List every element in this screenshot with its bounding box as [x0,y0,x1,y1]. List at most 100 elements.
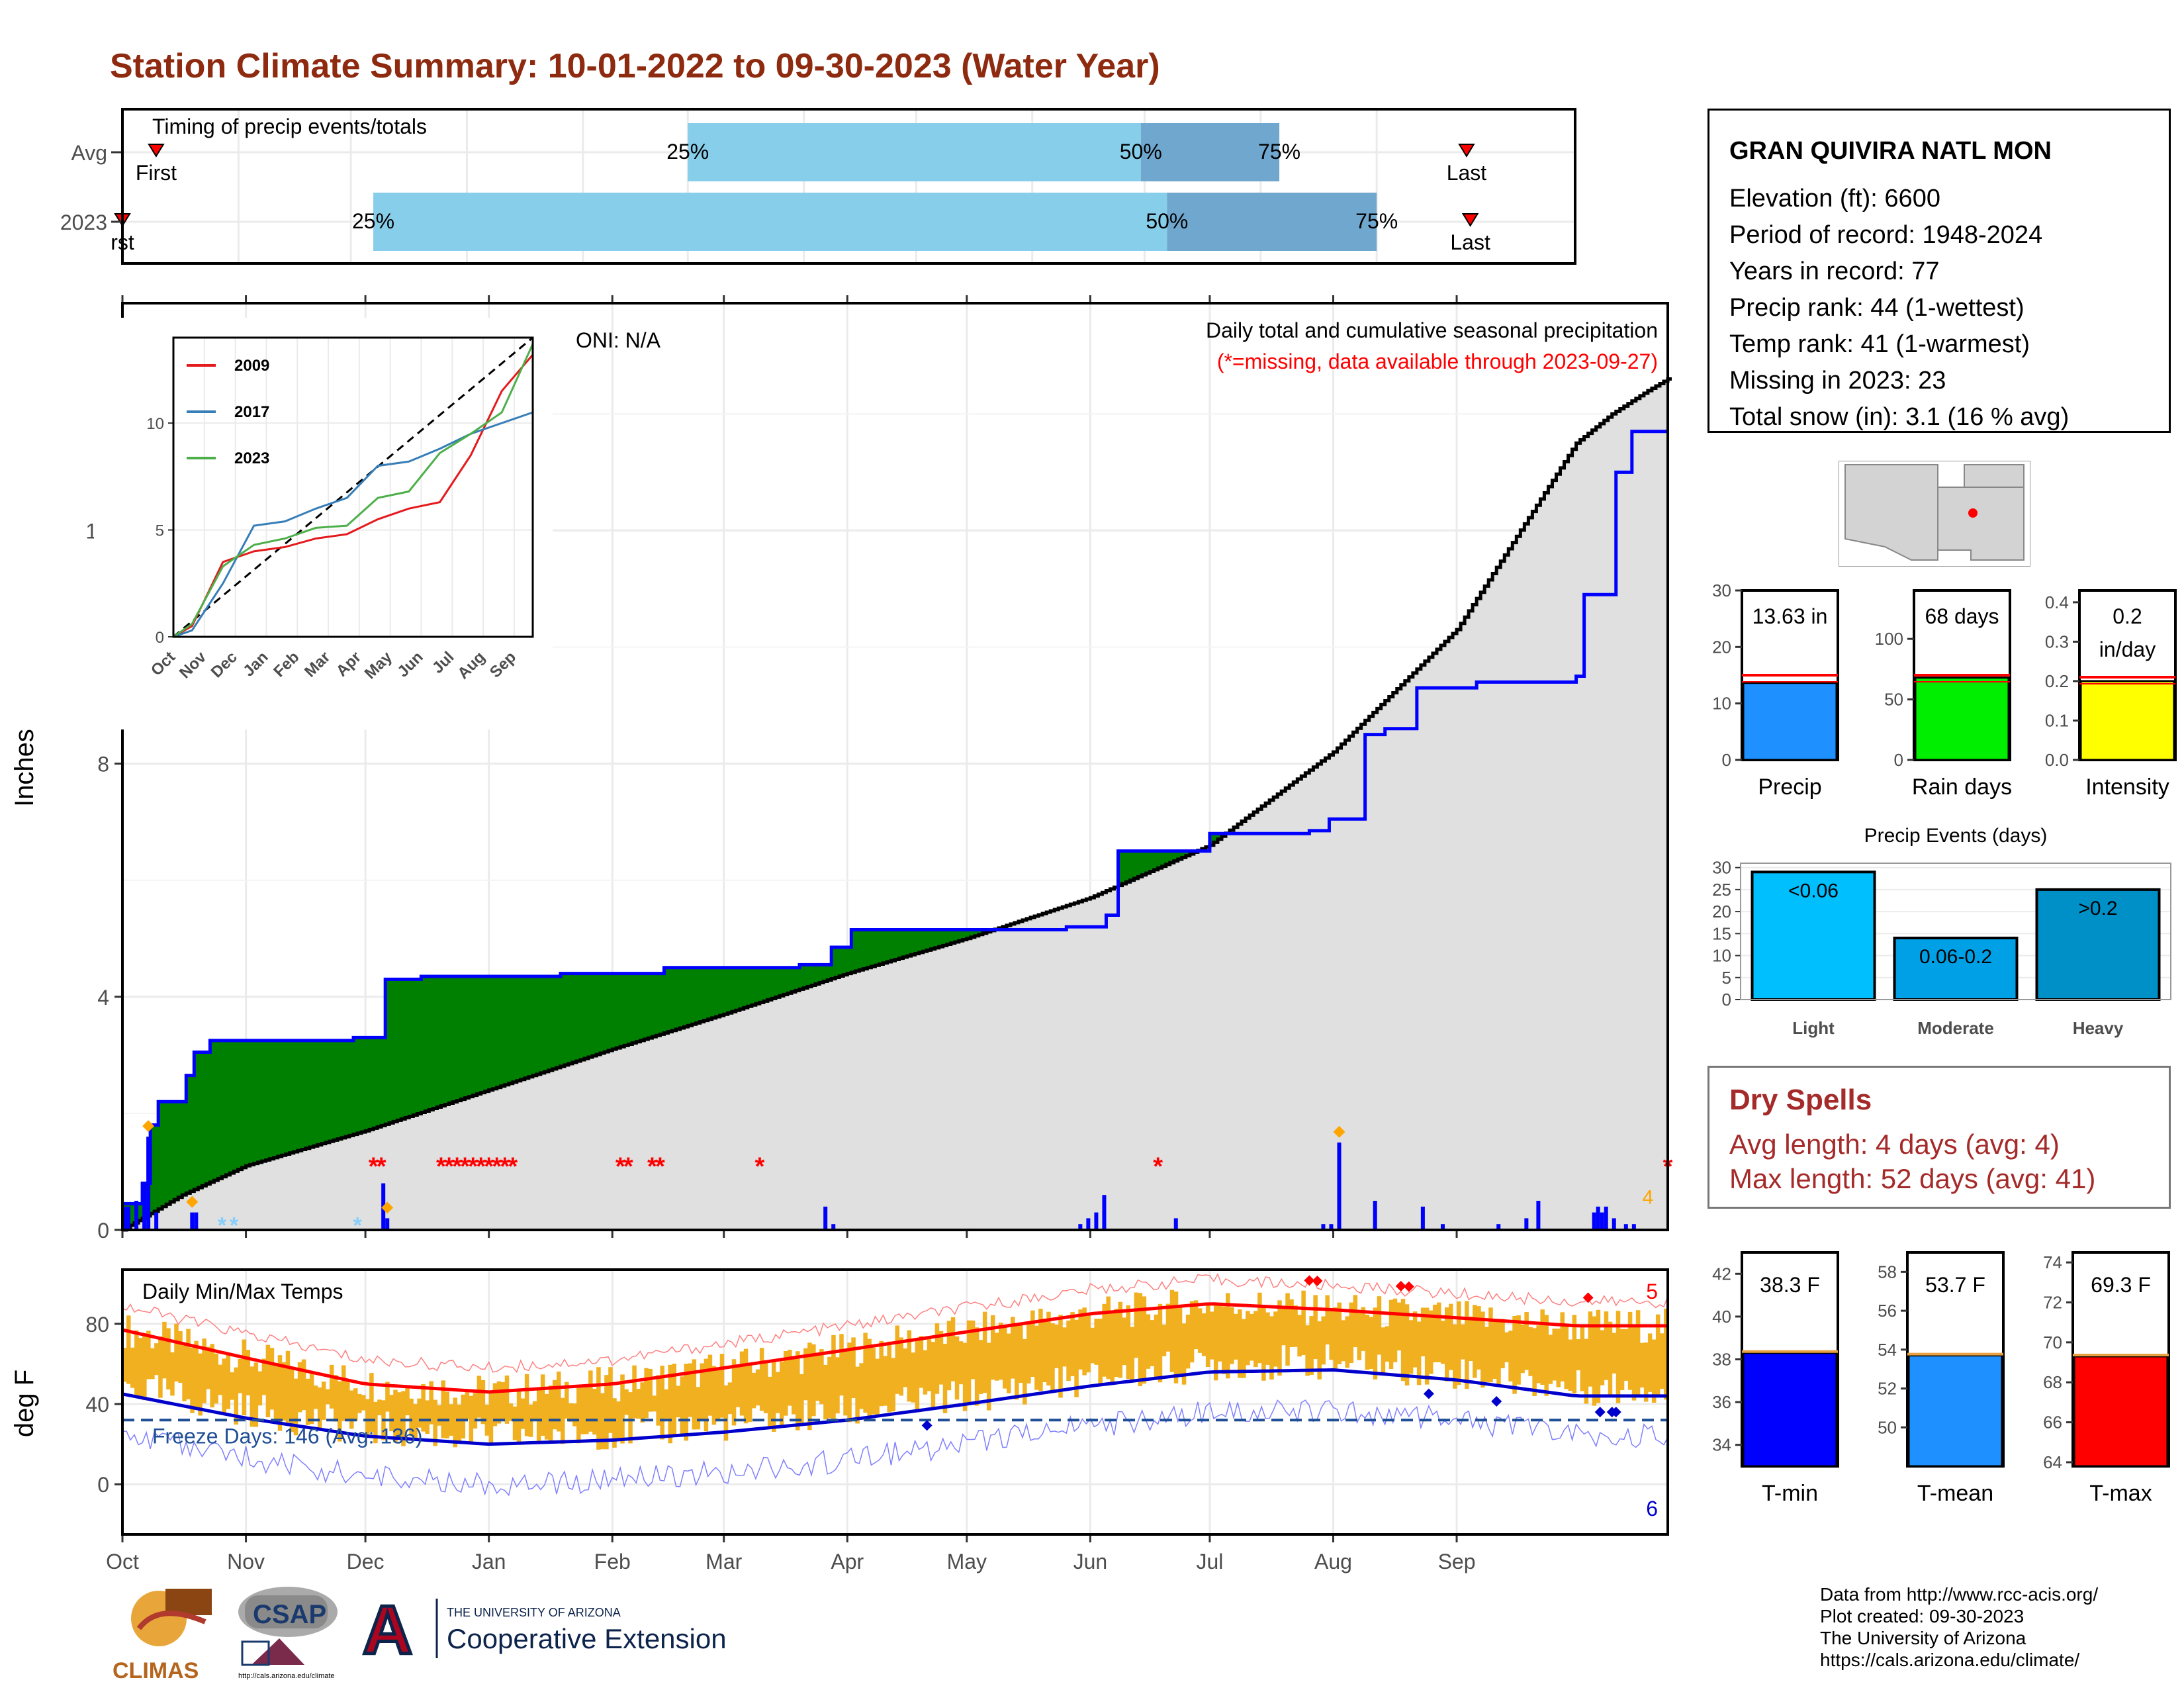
daily-temp-bar [652,1395,657,1412]
daily-temp-bar [875,1358,880,1415]
daily-temp-bar [1615,1311,1621,1403]
daily-temp-bar [1221,1306,1226,1374]
diff-band [226,1040,231,1175]
pva-ytick-label: 20 [1712,637,1731,657]
inset-bg [94,318,553,729]
ua-big-text: Cooperative Extension [447,1623,727,1654]
daily-temp-bar [1623,1329,1629,1381]
daily-temp-bar [158,1336,163,1398]
daily-temp-bar [1130,1327,1135,1382]
events-ytick-label: 25 [1712,880,1731,900]
daily-temp-bar [1556,1329,1561,1387]
daily-temp-bar [978,1340,983,1394]
snow-marker: * [218,1213,227,1238]
diff-band [819,964,824,983]
daily-temp-bar [676,1385,681,1418]
diff-band [313,1040,318,1147]
diff-band [528,976,533,1077]
daily-temp-bar [1158,1303,1163,1383]
daily-temp-bar [1420,1307,1426,1356]
daily-temp-bar [664,1389,668,1419]
daily-temp-bar [684,1364,689,1441]
daily-temp-bar [831,1335,836,1422]
daily-temp-bar [823,1364,828,1420]
snow-marker: * [230,1213,239,1238]
tva-ytick-label: 66 [2043,1413,2062,1432]
daily-precip-bar [1592,1212,1596,1230]
missing-marker: * [655,1152,665,1180]
dry-spells-title: Dry Spells [1729,1084,1872,1116]
diff-band [731,967,737,1012]
locator-map [1839,461,2030,567]
daily-temp-bar [799,1374,804,1426]
diff-band [381,1037,386,1126]
events-bar-label: <0.06 [1788,880,1839,902]
daily-temp-bar [644,1368,649,1419]
diff-band [508,976,514,1084]
diff-band [305,1040,310,1149]
daily-temp-bar [246,1350,251,1395]
heavy-event-marker [142,1120,155,1133]
diff-band [484,976,490,1092]
daily-temp-bar [520,1398,525,1429]
diff-band [329,1040,334,1142]
diff-band [369,1037,374,1130]
diff-band [863,929,868,969]
diff-band [357,1037,362,1133]
diff-band [524,976,529,1078]
daily-temp-bar [1396,1302,1402,1351]
main-ylabel: Inches [10,729,39,807]
diff-band [895,929,900,960]
diff-band [871,929,876,967]
daily-temp-bar [1341,1320,1346,1362]
daily-temp-bar [569,1403,573,1422]
daily-temp-bar [1265,1312,1270,1365]
daily-temp-bar [421,1384,426,1432]
daily-temp-bar [1289,1299,1294,1348]
diff-band [751,967,756,1006]
daily-temp-bar [409,1398,414,1436]
diff-band [1185,851,1191,856]
daily-temp-bar [1325,1295,1330,1345]
diff-band [520,976,525,1080]
daily-temp-bar [704,1358,709,1432]
daily-temp-bar [1333,1307,1338,1369]
daily-temp-bar [1484,1327,1489,1382]
missing-marker: * [647,1152,657,1180]
diff-band [700,967,705,1022]
daily-precip-bar [146,1137,151,1230]
daily-temp-bar [265,1344,271,1417]
diff-band [532,976,537,1076]
daily-temp-bar [1619,1329,1625,1391]
pva-ytick-label: 100 [1875,629,1903,649]
tva-panel-label: T-mean [1917,1481,1993,1503]
diff-band [437,976,442,1107]
diff-band [927,929,932,951]
daily-temp-bar [321,1382,326,1420]
daily-temp-bar [1185,1314,1191,1369]
diff-band [441,976,446,1106]
daily-temp-bar [946,1321,952,1391]
diff-band [257,1040,263,1162]
missing-marker: * [476,1152,486,1180]
diff-band [309,1040,314,1147]
daily-precip-bar [1623,1224,1628,1230]
diff-band [301,1040,306,1150]
diff-band [158,1102,163,1209]
diff-band [788,967,792,994]
daily-temp-bar [775,1372,780,1413]
daily-temp-bar [792,1358,796,1415]
timing-title: Timing of precip events/totals [152,115,427,138]
diff-band [269,1040,275,1159]
missing-marker: * [460,1152,470,1180]
daily-temp-bar [273,1365,279,1421]
daily-temp-bar [1608,1321,1613,1395]
daily-temp-bar [1011,1317,1015,1379]
daily-temp-bar [735,1365,741,1407]
daily-precip-bar [1094,1212,1099,1230]
daily-temp-bar [1428,1310,1433,1374]
daily-temp-bar [1600,1330,1605,1385]
pva-panel-label: Precip [1758,774,1821,800]
daily-temp-bar [871,1348,876,1415]
